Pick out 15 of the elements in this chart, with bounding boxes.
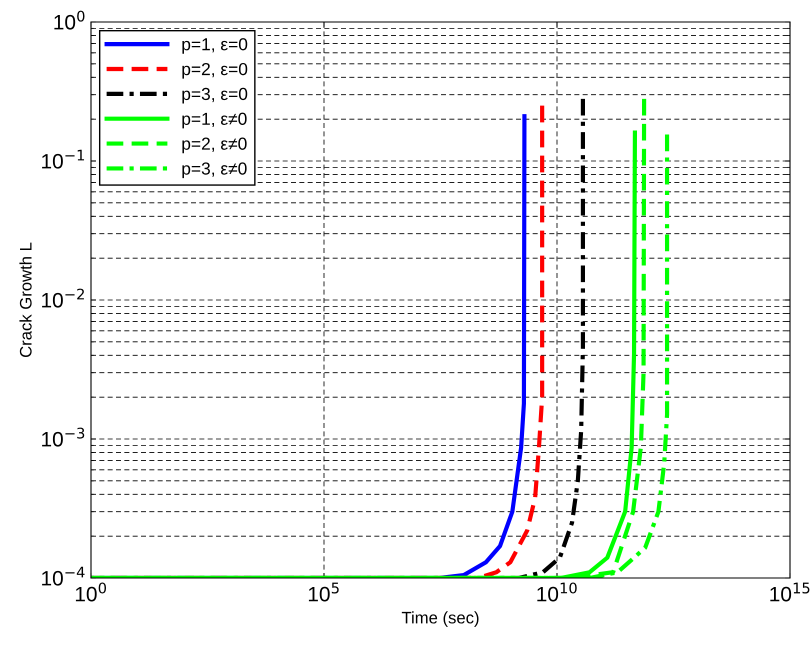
y-tick-label: 10$^{−3}$ (42, 428, 84, 447)
x-axis-title: Time (sec) (402, 611, 479, 627)
legend-label: p=2, ε≠0 (182, 138, 247, 154)
y-tick-label: 10$^{0}$ (54, 10, 84, 30)
y-tick-label: 10$^{−2}$ (42, 288, 84, 308)
x-tick-label: 10$^{5}$ (308, 582, 339, 602)
x-tick-label: 10$^{10}$ (537, 582, 577, 602)
y-axis-title: Crack Growth L (19, 242, 32, 358)
legend-label: p=1, ε=0 (182, 38, 248, 54)
legend-label: p=1, ε≠0 (182, 112, 247, 128)
legend-label: p=2, ε=0 (182, 62, 248, 79)
legend-label: p=3, ε≠0 (182, 162, 247, 178)
y-tick-label: 10$^{−1}$ (42, 150, 84, 169)
legend-label: p=3, ε=0 (182, 88, 248, 104)
x-tick-label: 10$^{15}$ (770, 582, 810, 602)
